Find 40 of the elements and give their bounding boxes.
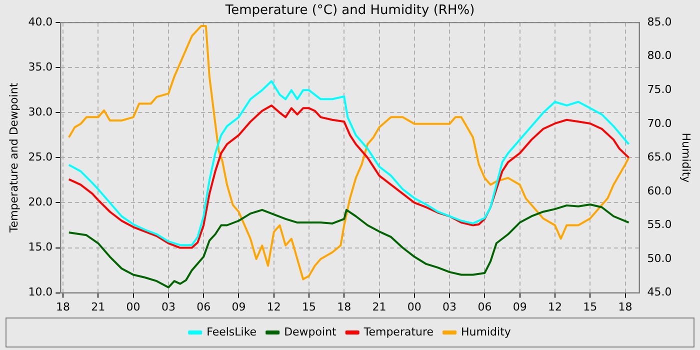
y2-tick-label: 50.0 <box>647 252 672 265</box>
y-tick-label: 25.0 <box>28 150 53 164</box>
x-tick-label: 06 <box>196 300 211 314</box>
x-tick-label: 18 <box>56 300 70 314</box>
x-tick-label: 06 <box>478 300 492 314</box>
legend-label: FeelsLike <box>206 325 257 338</box>
y-axis-title: Temperature and Dewpoint <box>7 82 20 234</box>
y2-tick-label: 70.0 <box>647 116 672 130</box>
legend-label: Dewpoint <box>284 325 338 338</box>
y-tick-label: 20.0 <box>28 196 53 209</box>
y-tick-label: 30.0 <box>28 106 53 119</box>
legend-label: Humidity <box>461 325 512 338</box>
x-tick-label: 03 <box>161 300 176 314</box>
x-tick-label: 09 <box>232 300 246 314</box>
y2-tick-label: 75.0 <box>647 83 672 96</box>
y2-tick-label: 80.0 <box>647 49 672 62</box>
y2-tick-label: 85.0 <box>647 15 672 28</box>
y-tick-label: 35.0 <box>28 60 53 74</box>
x-tick-label: 03 <box>442 300 457 314</box>
x-tick-label: 21 <box>91 300 106 314</box>
x-tick-label: 09 <box>512 300 527 314</box>
y-tick-label: 40.0 <box>28 15 53 28</box>
x-tick-label: 00 <box>126 300 140 314</box>
y2-tick-label: 60.0 <box>647 184 672 198</box>
x-tick-label: 21 <box>372 300 386 314</box>
y2-tick-label: 65.0 <box>647 150 672 164</box>
x-tick-label: 00 <box>407 300 422 314</box>
y2-tick-label: 55.0 <box>647 218 672 232</box>
x-tick-label: 18 <box>337 300 352 314</box>
x-tick-label: 12 <box>548 300 562 314</box>
x-tick-label: 18 <box>618 300 632 314</box>
y2-tick-label: 45.0 <box>647 286 672 299</box>
x-tick-label: 15 <box>583 300 598 314</box>
y2-axis-title: Humidity <box>680 132 693 184</box>
chart-title: Temperature (°C) and Humidity (RH%) <box>224 3 475 18</box>
y-tick-label: 15.0 <box>28 240 53 254</box>
x-tick-label: 15 <box>302 300 316 314</box>
x-tick-label: 12 <box>266 300 281 314</box>
y-tick-label: 10.0 <box>28 286 53 299</box>
legend-label: Temperature <box>362 325 434 338</box>
